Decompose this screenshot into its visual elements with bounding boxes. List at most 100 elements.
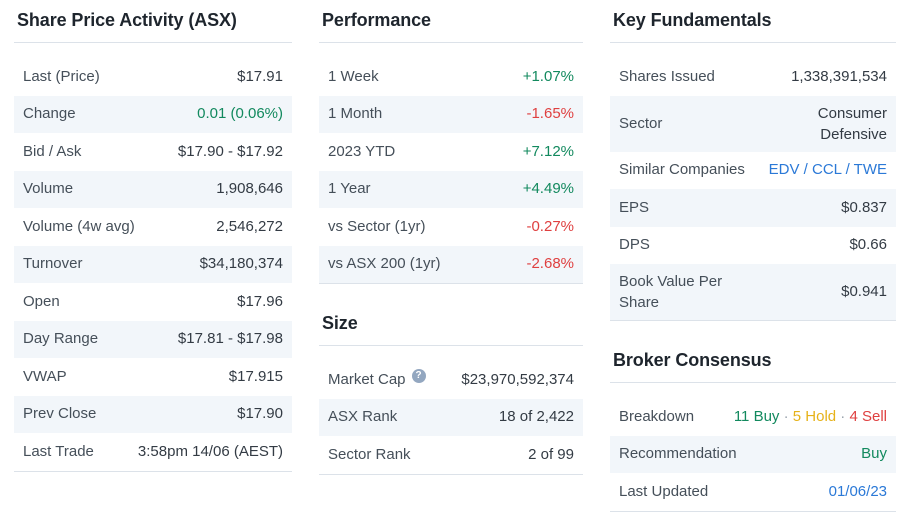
table-row: VWAP $17.915 [14, 358, 292, 396]
row-label-text: Recommendation [619, 445, 737, 463]
row-label: 1 Month [328, 104, 382, 124]
row-value-text: $0.941 [841, 283, 887, 300]
row-label-text: Volume [23, 180, 74, 198]
row-label-text: ASX Rank [328, 408, 398, 426]
row-label: EPS [619, 198, 649, 218]
table-row: Last (Price) $17.91 [14, 58, 292, 96]
row-label: Prev Close [23, 404, 96, 424]
row-value: $0.66 [841, 235, 887, 255]
table-row: Volume 1,908,646 [14, 170, 292, 208]
table-row: 2023 YTD +7.12% [319, 133, 583, 171]
row-value-text: $17.90 - $17.92 [177, 142, 283, 160]
data-table: Breakdown 11 Buy · 5 Hold · 4 Sell Recomme… [610, 398, 896, 512]
row-label: Open [23, 292, 60, 312]
table-row: Shares Issued 1,338,391,534 [610, 58, 896, 96]
row-label: Shares Issued [619, 67, 715, 87]
row-label-text: VWAP [23, 367, 67, 385]
row-label-text: Day Range [23, 330, 99, 348]
row-label: Similar Companies [619, 160, 745, 180]
row-label: Bid / Ask [23, 142, 81, 162]
company-link[interactable]: TWE [853, 161, 887, 179]
table-row: Recommendation Buy [610, 435, 896, 473]
row-label-text: vs ASX 200 (1yr) [328, 255, 441, 273]
section-title: Size [322, 313, 358, 333]
section-divider [319, 345, 583, 346]
row-value: $17.81 - $17.98 [170, 329, 283, 349]
row-value-text: $17.81 - $17.98 [177, 330, 283, 348]
section-title: Share Price Activity (ASX) [17, 10, 237, 30]
row-value-text: $34,180,374 [199, 255, 283, 273]
value-link[interactable]: 01/06/23 [828, 482, 887, 500]
row-label-text: 1 Week [328, 67, 379, 85]
row-label: 1 Week [328, 67, 379, 87]
table-row: Volume (4w avg) 2,546,272 [14, 208, 292, 246]
table-row: Open $17.96 [14, 283, 292, 321]
section-title: Broker Consensus [613, 350, 772, 370]
section-title: Key Fundamentals [613, 10, 772, 30]
row-value: 01/06/23 [821, 482, 887, 502]
row-label: Market Cap? [328, 368, 426, 390]
row-value: +1.07% [515, 67, 574, 87]
row-value-text: 1,338,391,534 [791, 67, 887, 85]
row-label-text: 1 Month [328, 105, 383, 123]
section: Size Market Cap? $23,970,592,374 ASX Rank 18… [319, 311, 583, 475]
row-value: 11 Buy · 5 Hold · 4 Sell [726, 407, 887, 427]
row-value: $17.90 - $17.92 [170, 142, 283, 162]
row-value: +7.12% [515, 142, 574, 162]
row-value: 1,908,646 [208, 179, 283, 199]
company-link[interactable]: EDV [768, 161, 800, 179]
row-value-text: $17.915 [228, 367, 283, 385]
row-value: 2,546,272 [208, 217, 283, 237]
row-value: EDV / CCL / TWE [761, 160, 887, 180]
data-table: Shares Issued 1,338,391,534 Sector Consumer… [610, 58, 896, 321]
table-row: Day Range $17.81 - $17.98 [14, 320, 292, 358]
table-row: DPS $0.66 [610, 227, 896, 265]
table-row: Book Value Per Share $0.941 [610, 264, 896, 320]
row-label-text: Sector Rank [328, 445, 411, 463]
row-value-text: -0.27% [526, 217, 574, 235]
table-row: Market Cap? $23,970,592,374 [319, 361, 583, 399]
table-row: 1 Year +4.49% [319, 170, 583, 208]
section: Key Fundamentals Shares Issued 1,338,391,5… [610, 8, 896, 321]
row-label: Volume [23, 179, 73, 199]
row-value: $17.96 [229, 292, 283, 312]
data-table: Last (Price) $17.91 Change 0.01 (0.06%) Bid … [14, 58, 292, 472]
value-part-down: 4 Sell [849, 407, 887, 425]
row-value-text: 2,546,272 [216, 217, 283, 235]
row-label: Change [23, 104, 76, 124]
row-value: Buy [853, 444, 887, 464]
table-row: Breakdown 11 Buy · 5 Hold · 4 Sell [610, 398, 896, 436]
row-label: Last (Price) [23, 67, 100, 87]
data-table: 1 Week +1.07% 1 Month -1.65% 2023 YTD +7.12% 1… [319, 58, 583, 284]
row-label: Recommendation [619, 444, 737, 464]
help-icon[interactable]: ? [411, 368, 426, 383]
row-label-text: Open [23, 292, 60, 310]
row-value: -1.65% [518, 104, 574, 124]
row-value-text: 2 of 99 [528, 445, 574, 463]
row-label-text: DPS [619, 236, 650, 254]
row-label: vs ASX 200 (1yr) [328, 254, 441, 274]
row-value-text: +7.12% [522, 142, 574, 160]
row-label-text: EPS [619, 198, 650, 216]
table-row: vs Sector (1yr) -0.27% [319, 208, 583, 246]
table-row: 1 Month -1.65% [319, 95, 583, 133]
row-label: Breakdown [619, 407, 694, 427]
row-label-text: vs Sector (1yr) [328, 217, 426, 235]
row-value-text: 1,908,646 [216, 180, 283, 198]
link-separator: / [841, 161, 854, 179]
company-link[interactable]: CCL [811, 161, 842, 179]
row-label-text: Book Value Per Share [619, 273, 723, 311]
row-value-text: +1.07% [522, 67, 574, 85]
link-separator: / [799, 161, 812, 179]
data-table: Market Cap? $23,970,592,374 ASX Rank 18 of … [319, 361, 583, 475]
row-label-text: Bid / Ask [23, 142, 82, 160]
row-value-text: $23,970,592,374 [461, 370, 574, 388]
column-fundamentals-broker: Key Fundamentals Shares Issued 1,338,391,5… [610, 0, 896, 512]
row-value: $0.941 [833, 282, 887, 302]
row-value-text: $17.90 [237, 405, 283, 423]
section-divider [319, 42, 583, 43]
row-value: $0.837 [833, 198, 887, 218]
row-value: -0.27% [518, 217, 574, 237]
row-value-text: 18 of 2,422 [498, 408, 574, 426]
